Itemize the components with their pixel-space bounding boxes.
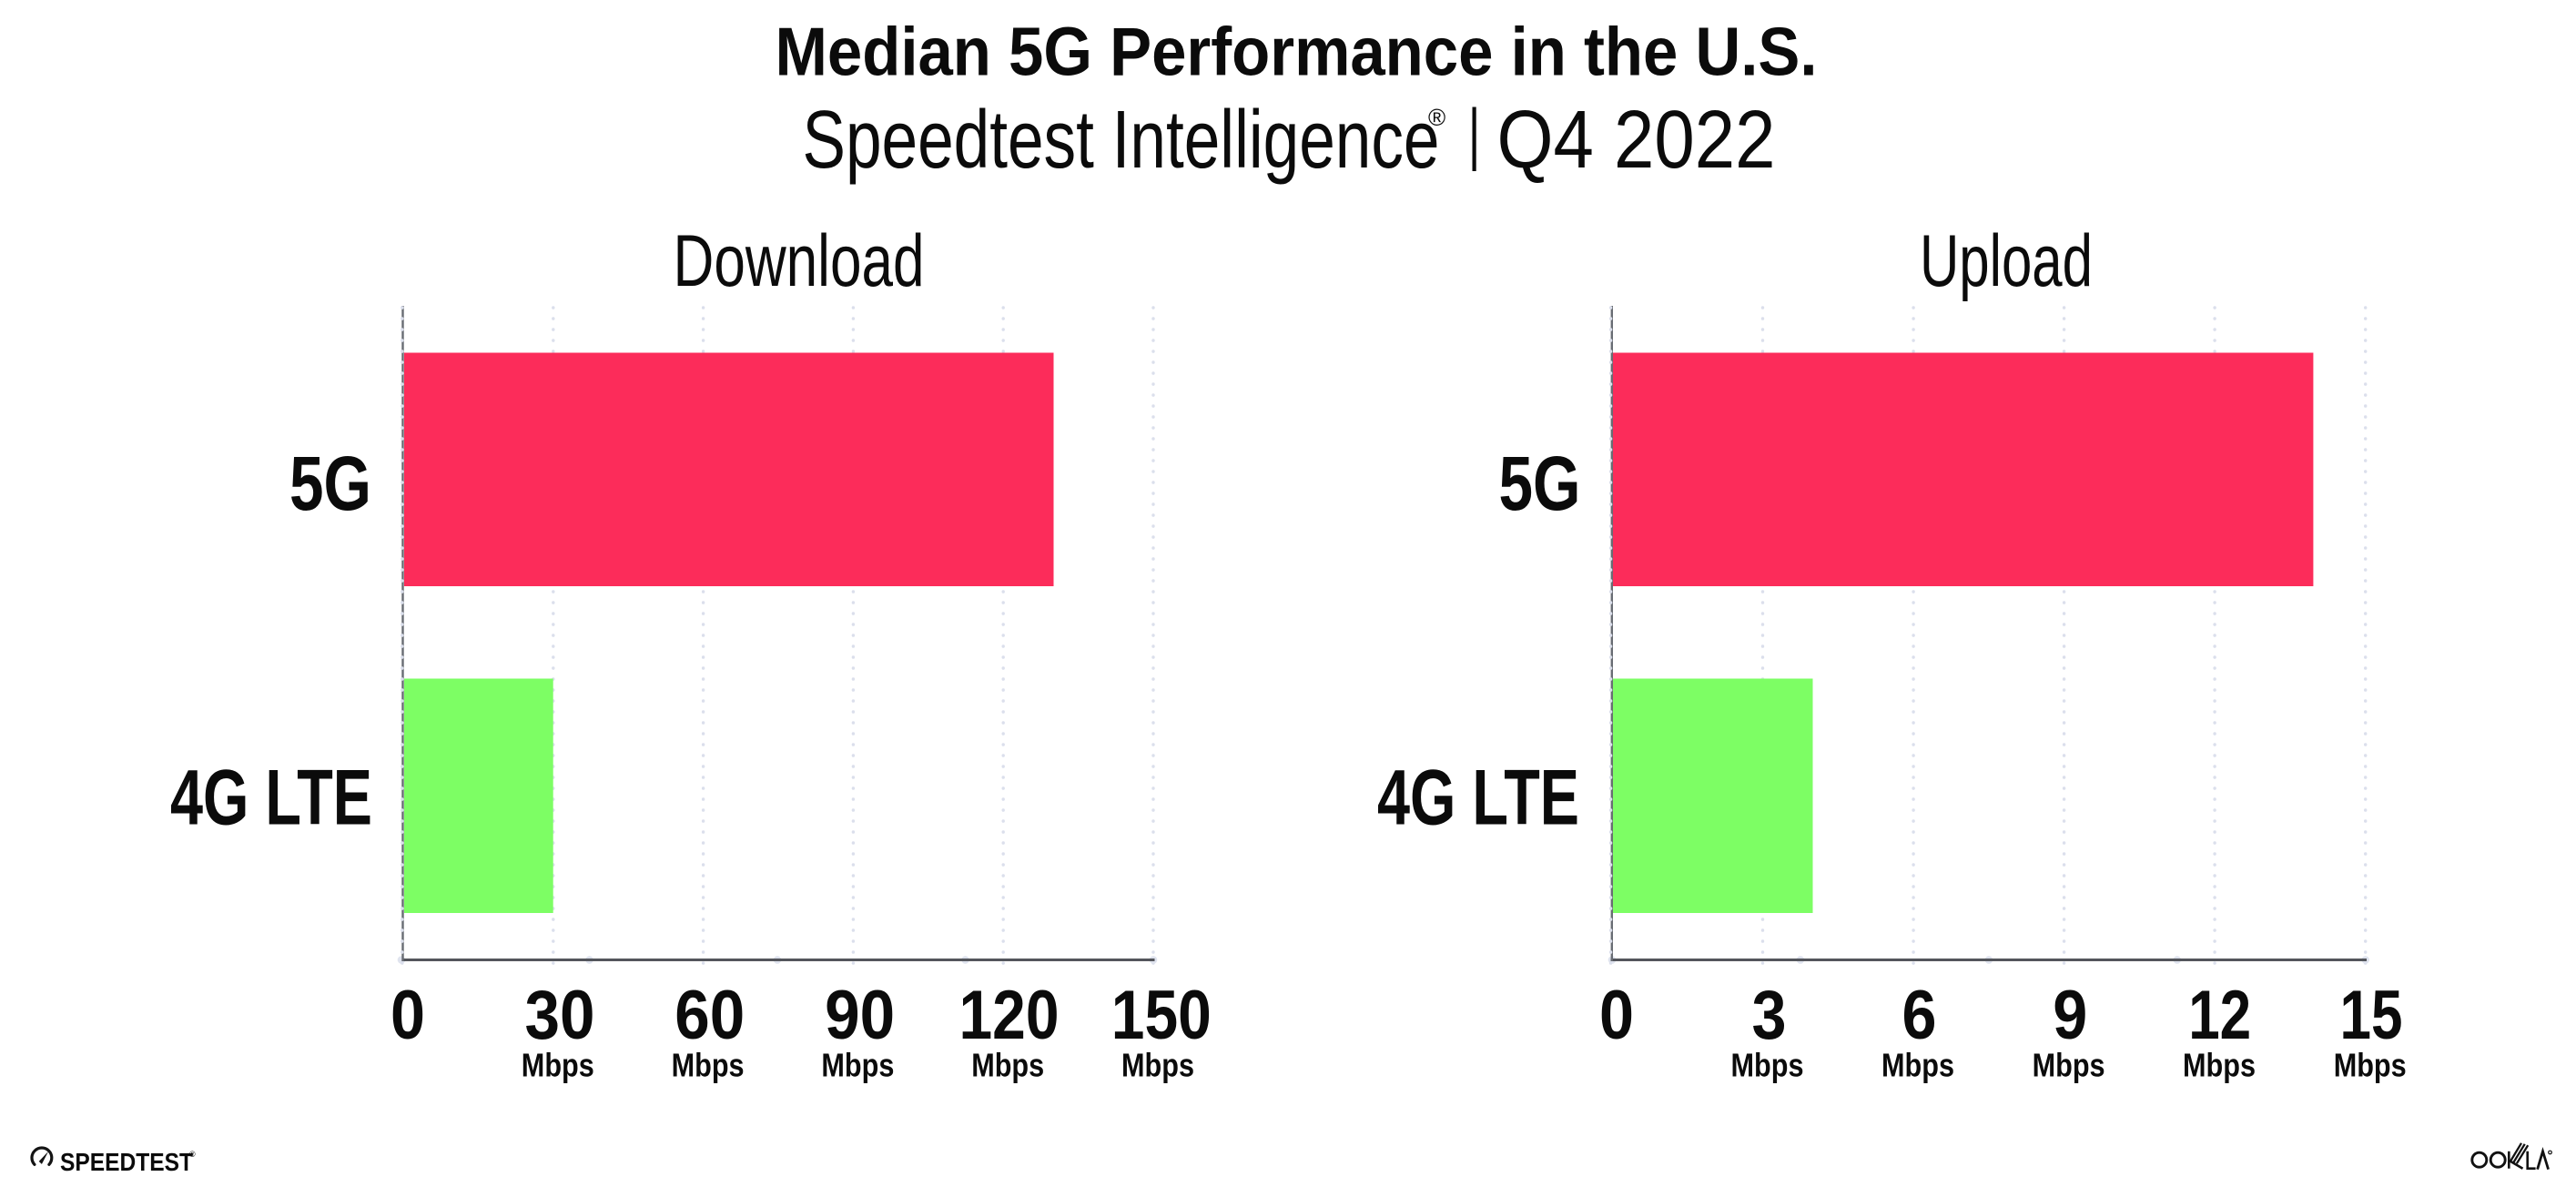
svg-text:5G: 5G [1499,441,1581,526]
svg-text:Mbps: Mbps [1121,1047,1194,1084]
svg-text:Mbps: Mbps [2334,1047,2407,1084]
svg-text:0: 0 [390,977,425,1054]
svg-text:Mbps: Mbps [821,1047,894,1084]
svg-text:Upload: Upload [1920,220,2093,302]
svg-text:Mbps: Mbps [522,1047,594,1084]
svg-text:Mbps: Mbps [2183,1047,2256,1084]
svg-text:®: ® [1428,104,1445,131]
svg-text:Mbps: Mbps [2033,1047,2105,1084]
svg-text:4G LTE: 4G LTE [1377,755,1579,842]
svg-text:4G LTE: 4G LTE [170,755,372,842]
svg-text:6: 6 [1902,977,1937,1054]
svg-text:0: 0 [1599,977,1634,1054]
svg-text:Download: Download [674,220,925,302]
svg-text:®: ® [189,1150,196,1159]
svg-text:9: 9 [2053,977,2087,1054]
svg-text:Mbps: Mbps [971,1047,1044,1084]
svg-text:30: 30 [525,977,595,1054]
svg-text:3: 3 [1752,977,1787,1054]
svg-text:5G: 5G [289,441,371,526]
svg-text:Median 5G Performance in the U: Median 5G Performance in the U.S. [776,14,1818,90]
svg-text:Q4 2022: Q4 2022 [1497,95,1776,186]
svg-text:Mbps: Mbps [1881,1047,1954,1084]
svg-text:12: 12 [2188,977,2251,1054]
svg-text:Mbps: Mbps [1731,1047,1804,1084]
svg-text:15: 15 [2340,977,2403,1054]
svg-text:120: 120 [959,977,1060,1054]
svg-text:Speedtest Intelligence: Speedtest Intelligence [803,95,1440,186]
svg-text:90: 90 [825,977,895,1054]
svg-text:Mbps: Mbps [672,1047,745,1084]
svg-text:150: 150 [1111,977,1212,1054]
svg-text:SPEEDTEST: SPEEDTEST [60,1148,193,1176]
svg-text:60: 60 [674,977,745,1054]
